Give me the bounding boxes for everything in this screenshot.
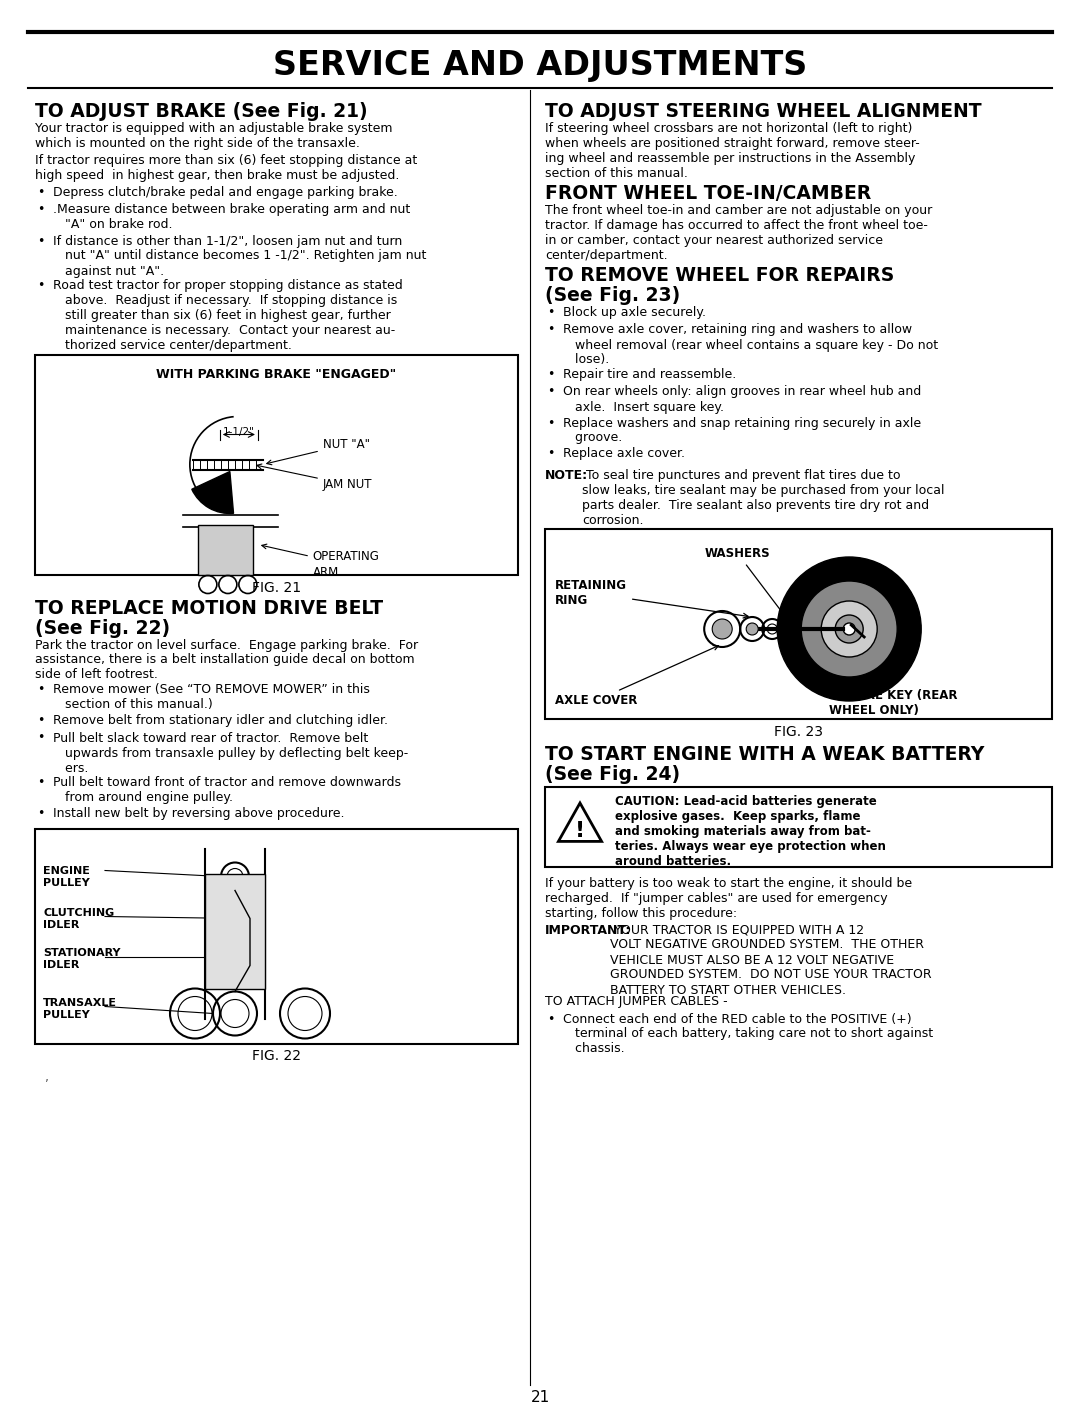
Text: Road test tractor for proper stopping distance as stated
   above.  Readjust if : Road test tractor for proper stopping di… bbox=[53, 279, 403, 352]
Text: .Measure distance between brake operating arm and nut
   "A" on brake rod.: .Measure distance between brake operatin… bbox=[53, 203, 410, 231]
Text: !: ! bbox=[575, 822, 585, 841]
Circle shape bbox=[843, 622, 855, 635]
Text: •: • bbox=[37, 775, 44, 789]
Bar bbox=[35, 829, 518, 1043]
Circle shape bbox=[746, 622, 758, 635]
Text: (See Fig. 23): (See Fig. 23) bbox=[545, 286, 680, 306]
Text: Remove mower (See “TO REMOVE MOWER” in this
   section of this manual.): Remove mower (See “TO REMOVE MOWER” in t… bbox=[53, 683, 369, 711]
Text: TO ATTACH JUMPER CABLES -: TO ATTACH JUMPER CABLES - bbox=[545, 995, 728, 1008]
Text: TO ADJUST BRAKE (See Fig. 21): TO ADJUST BRAKE (See Fig. 21) bbox=[35, 102, 367, 121]
Text: ,: , bbox=[45, 1071, 49, 1085]
Text: SQUARE KEY (REAR
WHEEL ONLY): SQUARE KEY (REAR WHEEL ONLY) bbox=[829, 638, 958, 716]
Text: FIG. 22: FIG. 22 bbox=[252, 1050, 301, 1064]
Bar bbox=[35, 355, 518, 575]
Text: OPERATING
ARM: OPERATING ARM bbox=[261, 544, 380, 579]
Text: •: • bbox=[37, 279, 44, 292]
Text: 1-1/2": 1-1/2" bbox=[222, 428, 255, 437]
Circle shape bbox=[801, 580, 897, 677]
Circle shape bbox=[835, 615, 863, 644]
Text: Depress clutch/brake pedal and engage parking brake.: Depress clutch/brake pedal and engage pa… bbox=[53, 186, 397, 199]
Text: •: • bbox=[37, 683, 44, 695]
Bar bbox=[545, 529, 1052, 719]
Text: IMPORTANT:: IMPORTANT: bbox=[545, 924, 632, 937]
Text: If steering wheel crossbars are not horizontal (left to right)
when wheels are p: If steering wheel crossbars are not hori… bbox=[545, 122, 920, 179]
Text: •: • bbox=[37, 808, 44, 820]
Text: Replace washers and snap retaining ring securely in axle
   groove.: Replace washers and snap retaining ring … bbox=[563, 416, 921, 444]
Text: •: • bbox=[37, 714, 44, 728]
Text: If your battery is too weak to start the engine, it should be
recharged.  If "ju: If your battery is too weak to start the… bbox=[545, 878, 913, 920]
Text: If tractor requires more than six (6) feet stopping distance at
high speed  in h: If tractor requires more than six (6) fe… bbox=[35, 154, 417, 182]
Text: Remove belt from stationary idler and clutching idler.: Remove belt from stationary idler and cl… bbox=[53, 714, 388, 728]
Text: FIG. 23: FIG. 23 bbox=[774, 725, 823, 739]
Bar bbox=[198, 524, 253, 575]
Text: •: • bbox=[37, 186, 44, 199]
Text: SERVICE AND ADJUSTMENTS: SERVICE AND ADJUSTMENTS bbox=[273, 49, 807, 81]
Text: Replace axle cover.: Replace axle cover. bbox=[563, 447, 685, 460]
Text: WASHERS: WASHERS bbox=[705, 547, 785, 615]
Text: Install new belt by reversing above procedure.: Install new belt by reversing above proc… bbox=[53, 808, 345, 820]
Text: •: • bbox=[546, 386, 554, 398]
Text: 21: 21 bbox=[530, 1389, 550, 1402]
Text: •: • bbox=[546, 367, 554, 381]
Text: Connect each end of the RED cable to the POSITIVE (+)
   terminal of each batter: Connect each end of the RED cable to the… bbox=[563, 1012, 933, 1056]
Text: TO START ENGINE WITH A WEAK BATTERY: TO START ENGINE WITH A WEAK BATTERY bbox=[545, 744, 984, 764]
Text: NUT "A": NUT "A" bbox=[267, 437, 369, 464]
Text: •: • bbox=[37, 203, 44, 216]
Text: Pull belt toward front of tractor and remove downwards
   from around engine pul: Pull belt toward front of tractor and re… bbox=[53, 775, 401, 803]
Circle shape bbox=[778, 557, 921, 701]
Text: CAUTION: Lead-acid batteries generate
explosive gases.  Keep sparks, flame
and s: CAUTION: Lead-acid batteries generate ex… bbox=[615, 795, 886, 868]
Text: RETAINING
RING: RETAINING RING bbox=[555, 579, 748, 618]
Text: STATIONARY
IDLER: STATIONARY IDLER bbox=[43, 949, 121, 970]
Text: Repair tire and reassemble.: Repair tire and reassemble. bbox=[563, 367, 737, 381]
Text: FRONT WHEEL TOE-IN/CAMBER: FRONT WHEEL TOE-IN/CAMBER bbox=[545, 184, 872, 203]
Text: The front wheel toe-in and camber are not adjustable on your
tractor. If damage : The front wheel toe-in and camber are no… bbox=[545, 205, 932, 262]
Text: WITH PARKING BRAKE "ENGAGED": WITH PARKING BRAKE "ENGAGED" bbox=[157, 369, 396, 381]
Text: To seal tire punctures and prevent flat tires due to
slow leaks, tire sealant ma: To seal tire punctures and prevent flat … bbox=[582, 470, 945, 527]
Wedge shape bbox=[192, 471, 233, 513]
Text: •: • bbox=[546, 1012, 554, 1025]
Text: TO REMOVE WHEEL FOR REPAIRS: TO REMOVE WHEEL FOR REPAIRS bbox=[545, 266, 894, 285]
Text: TO REPLACE MOTION DRIVE BELT: TO REPLACE MOTION DRIVE BELT bbox=[35, 599, 383, 617]
Text: On rear wheels only: align grooves in rear wheel hub and
   axle.  Insert square: On rear wheels only: align grooves in re… bbox=[563, 386, 921, 414]
Text: •: • bbox=[37, 234, 44, 248]
Text: Your tractor is equipped with an adjustable brake system
which is mounted on the: Your tractor is equipped with an adjusta… bbox=[35, 122, 392, 150]
Text: •: • bbox=[546, 324, 554, 336]
Text: •: • bbox=[546, 447, 554, 460]
Text: FIG. 21: FIG. 21 bbox=[252, 580, 301, 594]
Text: Park the tractor on level surface.  Engage parking brake.  For
assistance, there: Park the tractor on level surface. Engag… bbox=[35, 638, 418, 681]
Text: YOUR TRACTOR IS EQUIPPED WITH A 12
VOLT NEGATIVE GROUNDED SYSTEM.  THE OTHER
VEH: YOUR TRACTOR IS EQUIPPED WITH A 12 VOLT … bbox=[610, 924, 932, 997]
Text: If distance is other than 1-1/2", loosen jam nut and turn
   nut "A" until dista: If distance is other than 1-1/2", loosen… bbox=[53, 234, 427, 278]
Text: (See Fig. 24): (See Fig. 24) bbox=[545, 765, 680, 784]
Text: AXLE COVER: AXLE COVER bbox=[555, 645, 718, 707]
Text: Block up axle securely.: Block up axle securely. bbox=[563, 306, 706, 320]
Circle shape bbox=[821, 601, 877, 658]
Text: Pull belt slack toward rear of tractor.  Remove belt
   upwards from transaxle p: Pull belt slack toward rear of tractor. … bbox=[53, 732, 408, 774]
Bar bbox=[545, 787, 1052, 866]
Text: Remove axle cover, retaining ring and washers to allow
   wheel removal (rear wh: Remove axle cover, retaining ring and wa… bbox=[563, 324, 939, 366]
Text: TRANSAXLE
PULLEY: TRANSAXLE PULLEY bbox=[43, 998, 117, 1021]
Text: ENGINE
PULLEY: ENGINE PULLEY bbox=[43, 866, 90, 887]
Bar bbox=[205, 873, 265, 988]
Text: (See Fig. 22): (See Fig. 22) bbox=[35, 618, 171, 638]
Text: JAM NUT: JAM NUT bbox=[257, 464, 373, 491]
Text: •: • bbox=[546, 306, 554, 320]
Text: NOTE:: NOTE: bbox=[545, 470, 589, 482]
Text: •: • bbox=[37, 732, 44, 744]
Text: •: • bbox=[546, 416, 554, 429]
Polygon shape bbox=[558, 803, 602, 841]
Circle shape bbox=[712, 620, 732, 639]
Text: CLUTCHING
IDLER: CLUTCHING IDLER bbox=[43, 908, 114, 930]
Text: TO ADJUST STEERING WHEEL ALIGNMENT: TO ADJUST STEERING WHEEL ALIGNMENT bbox=[545, 102, 982, 121]
